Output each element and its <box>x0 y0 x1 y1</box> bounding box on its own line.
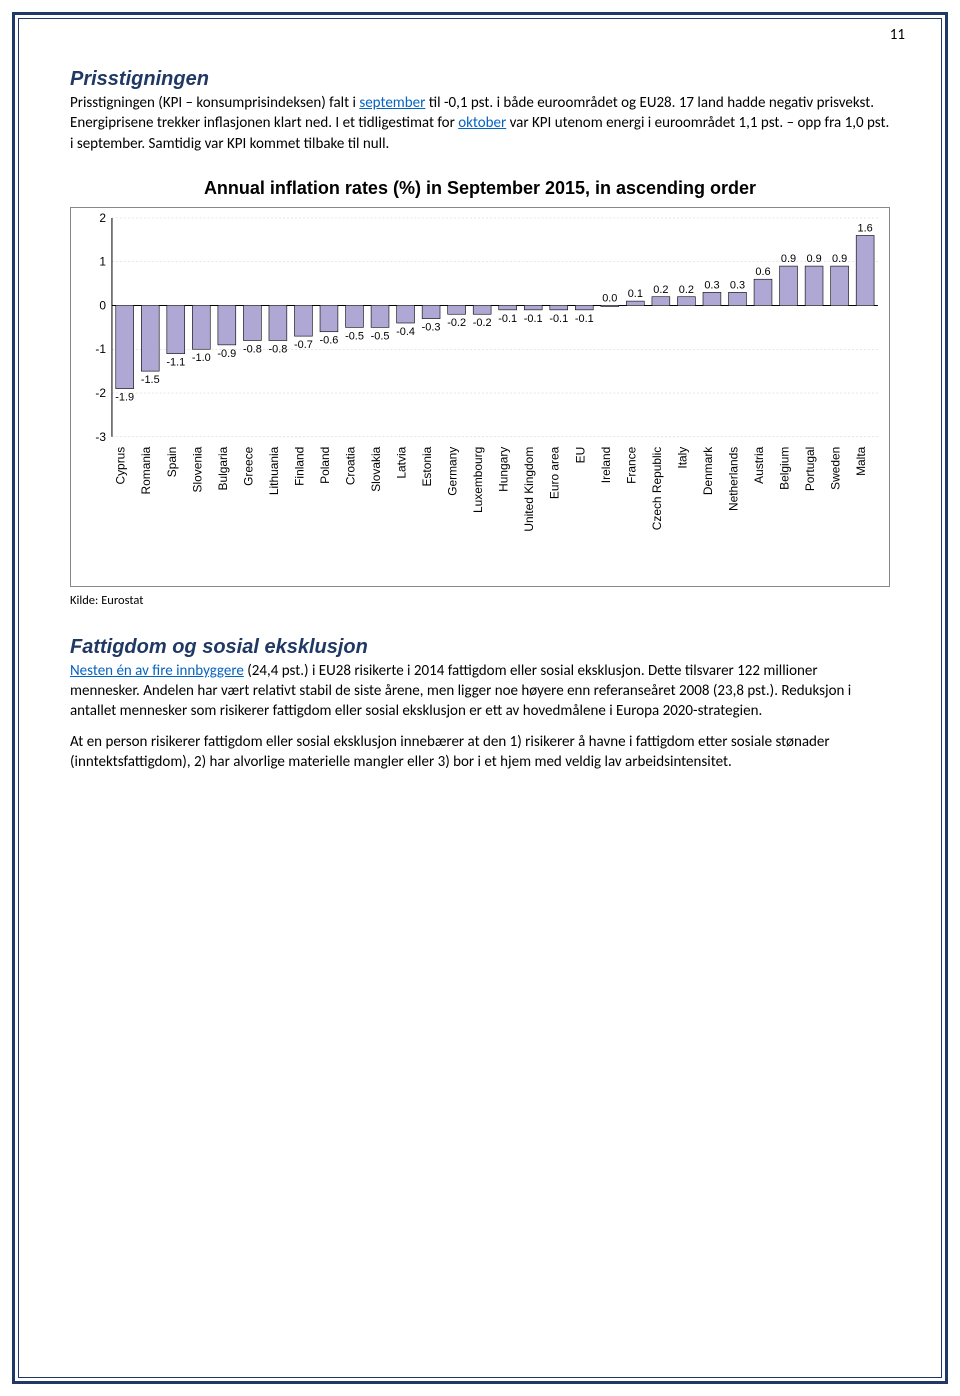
svg-text:Malta: Malta <box>854 446 868 476</box>
svg-text:-0.3: -0.3 <box>422 321 441 333</box>
svg-text:1: 1 <box>99 254 106 268</box>
svg-text:0.2: 0.2 <box>679 284 694 296</box>
para-fattigdom-2: At en person risikerer fattigdom eller s… <box>70 732 890 773</box>
svg-text:Poland: Poland <box>318 446 332 483</box>
svg-text:-0.1: -0.1 <box>575 313 594 325</box>
svg-text:Belgium: Belgium <box>778 446 792 489</box>
chart-title: Annual inflation rates (%) in September … <box>70 178 890 199</box>
svg-text:Austria: Austria <box>752 446 766 483</box>
svg-text:-0.5: -0.5 <box>345 330 364 342</box>
svg-text:-1.9: -1.9 <box>115 391 134 403</box>
svg-text:EU: EU <box>573 446 587 463</box>
para-prisstigningen: Prisstigningen (KPI – konsumprisindeksen… <box>70 93 890 154</box>
svg-text:Croatia: Croatia <box>343 446 357 485</box>
link-september[interactable]: september <box>359 94 425 112</box>
link-nesten-en-av-fire[interactable]: Nesten én av fire innbyggere <box>70 662 244 680</box>
para-fattigdom-1: Nesten én av fire innbyggere (24,4 pst.)… <box>70 661 890 722</box>
svg-text:Euro area: Euro area <box>548 446 562 499</box>
svg-text:Finland: Finland <box>292 446 306 485</box>
svg-text:0.9: 0.9 <box>806 253 821 265</box>
svg-text:0.9: 0.9 <box>781 253 796 265</box>
svg-text:Czech Republic: Czech Republic <box>650 446 664 530</box>
svg-text:-0.5: -0.5 <box>371 330 390 342</box>
svg-text:Lithuania: Lithuania <box>267 446 281 495</box>
svg-text:-0.2: -0.2 <box>473 317 492 329</box>
svg-text:-2: -2 <box>95 386 106 400</box>
section-heading-prisstigningen: Prisstigningen <box>70 68 890 91</box>
section-heading-fattigdom: Fattigdom og sosial eksklusjon <box>70 636 890 659</box>
svg-text:0: 0 <box>99 298 106 312</box>
svg-text:0.3: 0.3 <box>704 279 719 291</box>
page-number: 11 <box>890 26 905 44</box>
inflation-bar-chart: -3 -2 -1 0 1 2 -1.9 Cyprus -1.5 Romania -1.1 Spain -… <box>70 207 890 587</box>
svg-text:-1.5: -1.5 <box>141 374 160 386</box>
svg-text:-1.0: -1.0 <box>192 352 211 364</box>
svg-text:-0.7: -0.7 <box>294 339 313 351</box>
svg-text:Spain: Spain <box>165 446 179 477</box>
svg-text:Romania: Romania <box>139 446 153 494</box>
svg-text:Latvia: Latvia <box>395 446 409 478</box>
svg-text:Germany: Germany <box>446 446 460 495</box>
svg-text:-0.8: -0.8 <box>243 343 262 355</box>
svg-text:-0.2: -0.2 <box>447 317 466 329</box>
svg-text:0.6: 0.6 <box>755 266 770 278</box>
svg-text:United Kingdom: United Kingdom <box>522 446 536 531</box>
svg-text:-0.6: -0.6 <box>320 334 339 346</box>
svg-text:France: France <box>624 446 638 483</box>
svg-text:Portugal: Portugal <box>803 446 817 490</box>
chart-source: Kilde: Eurostat <box>70 593 890 608</box>
svg-text:0.2: 0.2 <box>653 284 668 296</box>
svg-text:-0.8: -0.8 <box>268 343 287 355</box>
svg-text:Slovakia: Slovakia <box>369 446 383 491</box>
svg-text:-0.9: -0.9 <box>217 348 236 360</box>
svg-text:-1: -1 <box>95 342 106 356</box>
svg-text:Sweden: Sweden <box>829 446 843 489</box>
svg-text:2: 2 <box>99 211 106 225</box>
svg-text:Hungary: Hungary <box>497 446 511 491</box>
svg-text:Ireland: Ireland <box>599 446 613 482</box>
svg-text:-3: -3 <box>95 430 106 444</box>
text-fragment: Prisstigningen (KPI – konsumprisindeksen… <box>70 94 359 112</box>
svg-text:0.0: 0.0 <box>602 292 617 304</box>
svg-text:Italy: Italy <box>675 446 689 468</box>
svg-text:-0.1: -0.1 <box>524 313 543 325</box>
link-oktober[interactable]: oktober <box>458 114 506 132</box>
svg-text:Denmark: Denmark <box>701 446 715 494</box>
svg-text:Greece: Greece <box>241 446 255 485</box>
svg-text:Cyprus: Cyprus <box>114 446 128 484</box>
page-content: Prisstigningen Prisstigningen (KPI – kon… <box>70 40 890 782</box>
svg-text:-1.1: -1.1 <box>166 356 185 368</box>
svg-text:Netherlands: Netherlands <box>726 446 740 510</box>
svg-text:Slovenia: Slovenia <box>190 446 204 492</box>
svg-text:Luxembourg: Luxembourg <box>471 446 485 512</box>
svg-text:Bulgaria: Bulgaria <box>216 446 230 490</box>
svg-text:-0.1: -0.1 <box>549 313 568 325</box>
svg-text:1.6: 1.6 <box>858 222 873 234</box>
svg-text:0.3: 0.3 <box>730 279 745 291</box>
svg-text:-0.4: -0.4 <box>396 326 415 338</box>
svg-text:-0.1: -0.1 <box>498 313 517 325</box>
svg-text:0.9: 0.9 <box>832 253 847 265</box>
svg-text:Estonia: Estonia <box>420 446 434 486</box>
svg-text:0.1: 0.1 <box>628 288 643 300</box>
